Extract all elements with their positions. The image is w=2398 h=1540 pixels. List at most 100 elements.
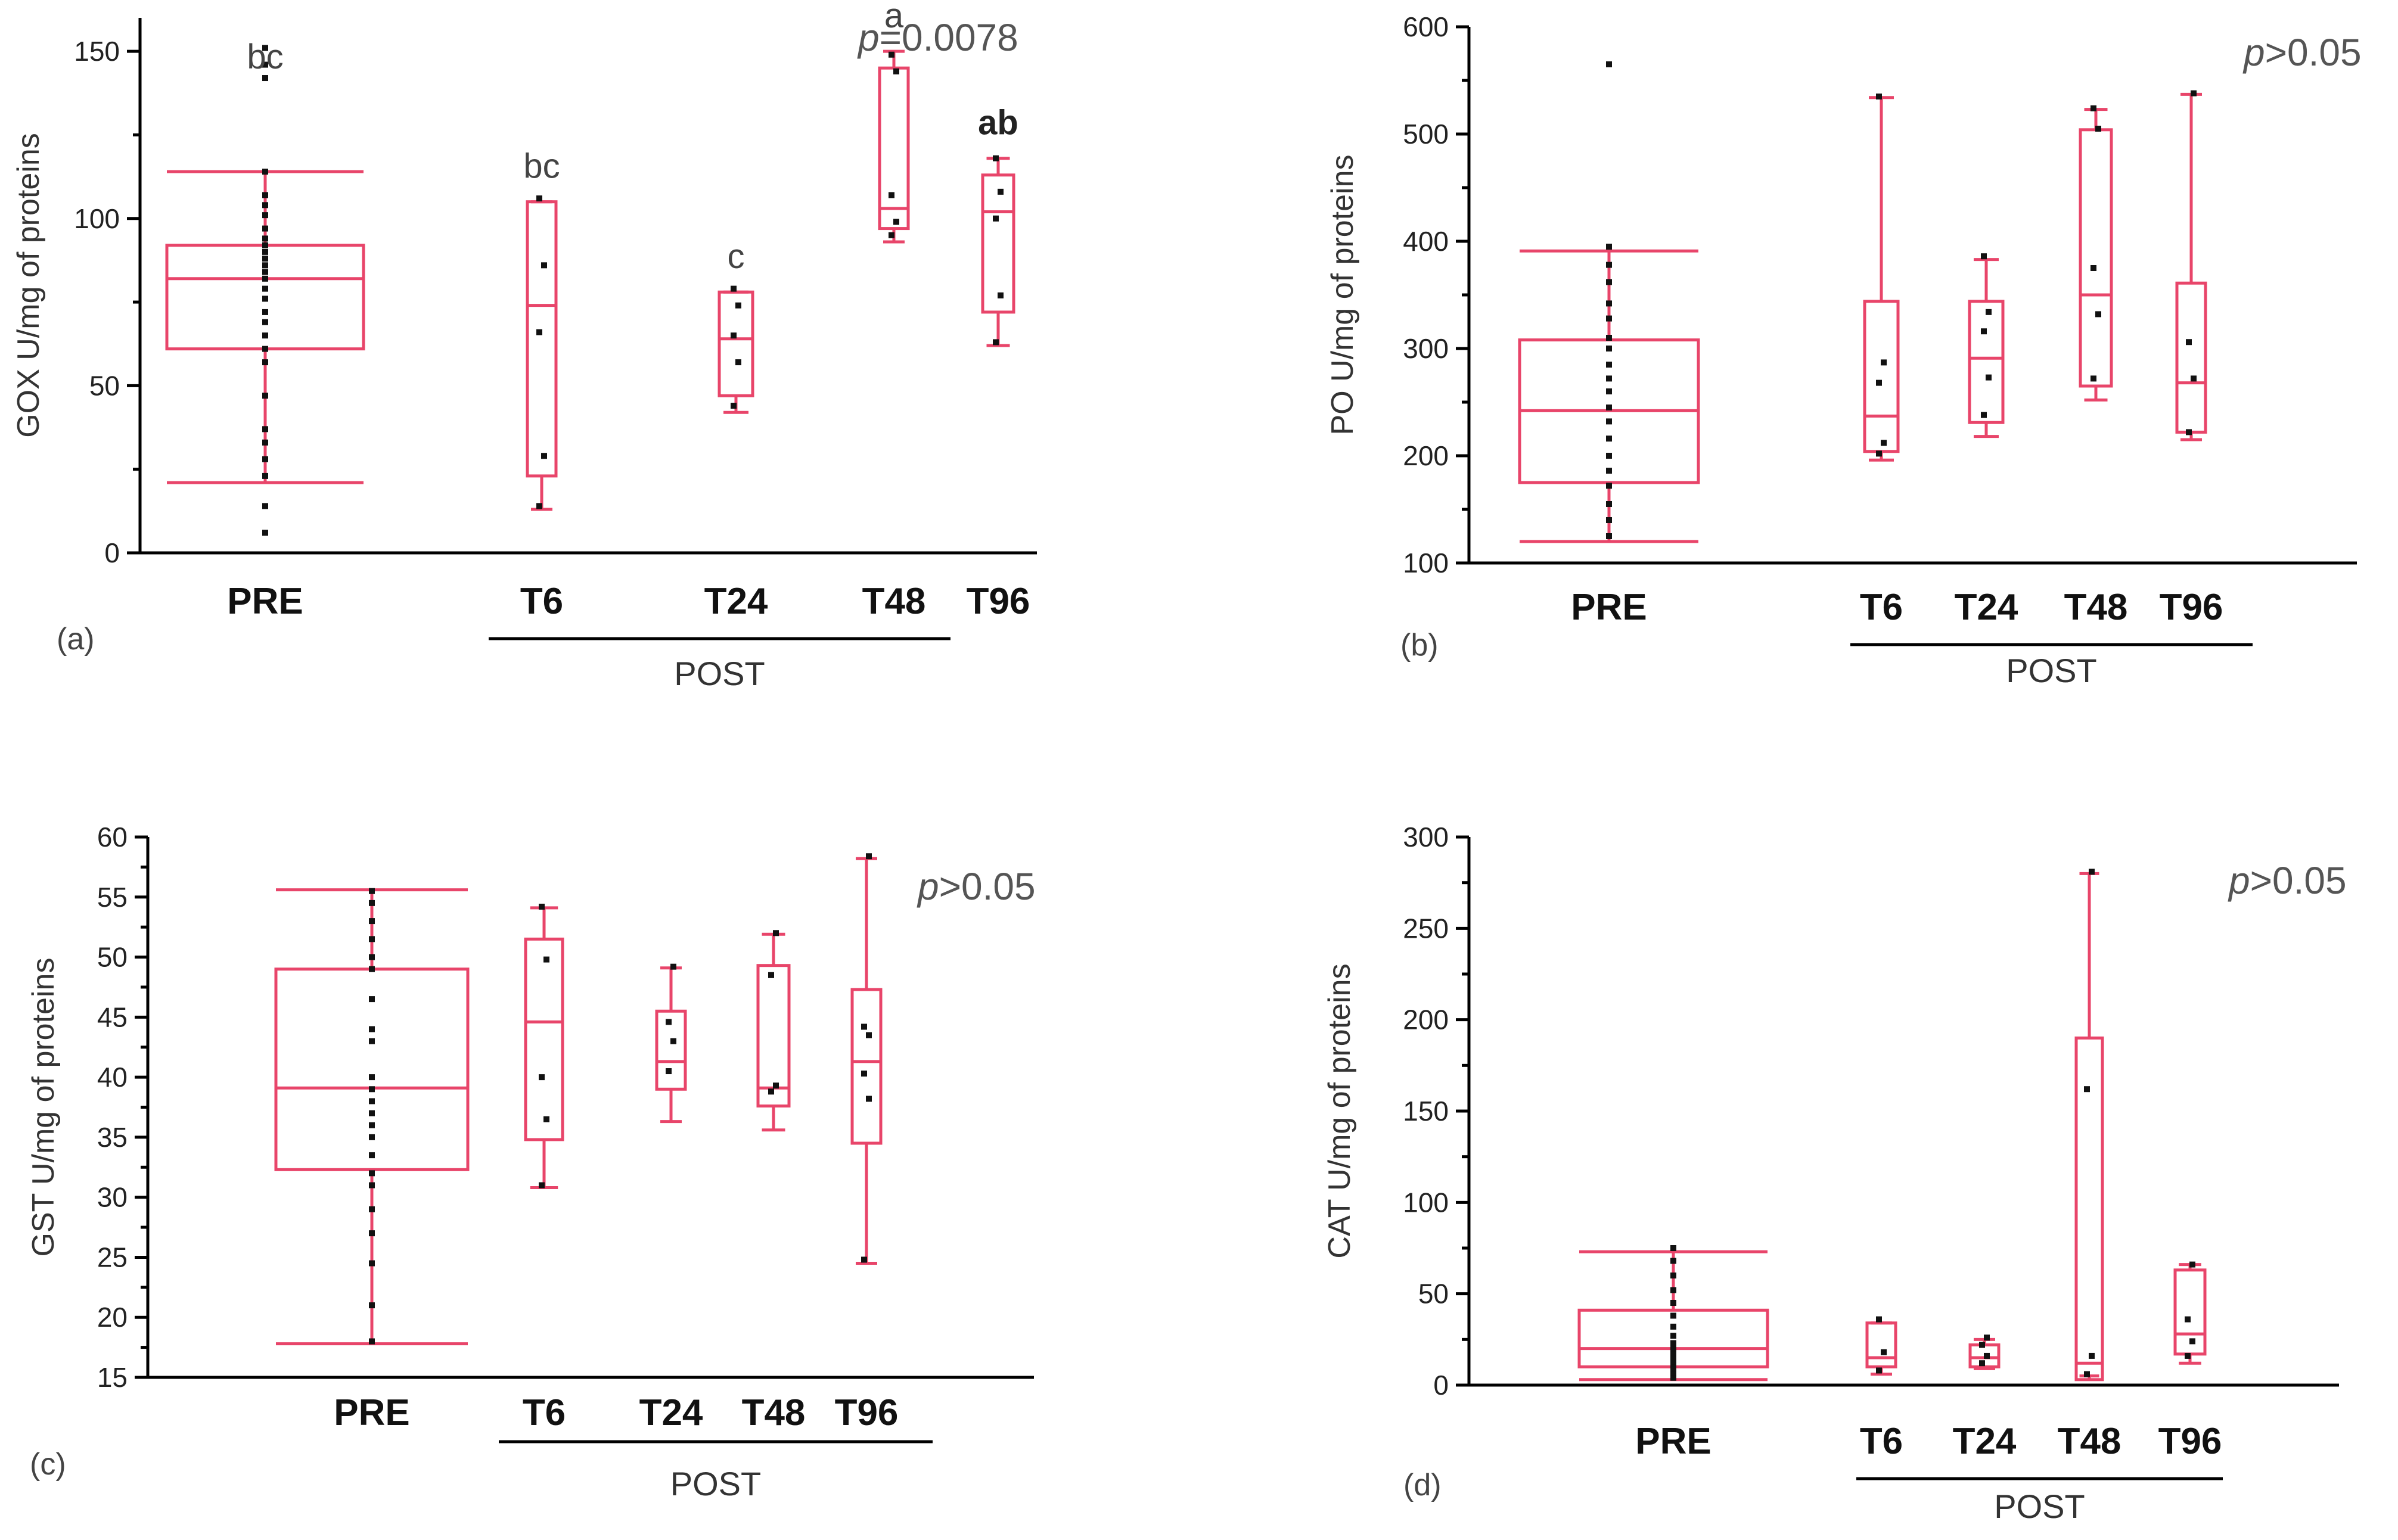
data-point	[666, 1019, 672, 1025]
data-point	[1606, 244, 1612, 250]
data-point	[1876, 450, 1882, 457]
box-pre	[1577, 1245, 1769, 1382]
data-point	[539, 1074, 545, 1081]
category-label: PRE	[227, 581, 303, 622]
data-point	[2191, 90, 2197, 97]
data-point	[1986, 374, 1992, 381]
data-point	[1981, 412, 1987, 418]
data-point	[1606, 300, 1612, 307]
data-point	[262, 319, 268, 325]
data-point	[998, 188, 1004, 195]
category-label: T96	[2160, 587, 2223, 628]
p-value-symbol: p	[857, 16, 880, 59]
p-value-symbol: p	[2228, 859, 2250, 902]
data-point	[1606, 346, 1612, 351]
data-point	[262, 503, 268, 509]
iqr-box	[526, 200, 558, 478]
data-point	[2189, 1338, 2195, 1345]
data-point	[369, 1170, 375, 1177]
data-point	[1670, 1312, 1676, 1319]
data-point	[262, 285, 268, 292]
y-tick-label: 15	[97, 1362, 128, 1393]
box-t6	[1863, 94, 1900, 462]
data-point	[731, 285, 737, 292]
box-t6	[526, 195, 558, 511]
y-tick-label: 60	[97, 822, 128, 853]
data-point	[1670, 1245, 1676, 1251]
data-point	[369, 1260, 375, 1267]
y-tick-label: 200	[1403, 1004, 1449, 1035]
data-point	[1670, 1300, 1676, 1306]
data-point	[262, 439, 268, 446]
significance-letter: a	[884, 0, 904, 35]
data-point	[1606, 533, 1612, 539]
data-point	[1606, 468, 1612, 474]
y-tick-label: 100	[74, 203, 120, 234]
data-point	[1606, 418, 1612, 425]
data-point	[1979, 1342, 1985, 1348]
data-point	[262, 393, 268, 399]
data-point	[735, 302, 741, 309]
data-point	[1606, 315, 1612, 322]
category-label: T48	[862, 581, 926, 622]
data-point	[1984, 1334, 1990, 1341]
data-point	[1876, 94, 1882, 99]
y-tick-label: 25	[97, 1242, 128, 1273]
y-tick-label: 200	[1403, 440, 1449, 471]
category-label: PRE	[1571, 587, 1647, 628]
data-point	[369, 1230, 375, 1237]
data-point	[1670, 1365, 1676, 1372]
data-point	[861, 1256, 867, 1263]
data-point	[1986, 309, 1992, 315]
p-value-text: >0.05	[939, 865, 1036, 908]
data-point	[2095, 126, 2101, 132]
data-point	[2095, 311, 2101, 318]
data-point	[369, 1134, 375, 1140]
data-point	[2186, 339, 2192, 346]
data-point	[369, 1206, 375, 1212]
iqr-box	[1968, 300, 2005, 424]
data-point	[889, 51, 894, 58]
data-point	[993, 215, 999, 222]
category-label: T6	[1860, 587, 1903, 628]
data-point	[670, 963, 676, 970]
data-point	[731, 332, 737, 339]
y-tick-label: 150	[1403, 1096, 1449, 1127]
data-point	[262, 530, 268, 536]
iqr-box	[524, 937, 564, 1141]
data-point	[1606, 388, 1612, 394]
y-axis-label: GOX U/mg of proteins	[11, 133, 46, 438]
significance-letter: c	[728, 237, 745, 276]
data-point	[369, 1098, 375, 1105]
p-value: p>0.05	[917, 865, 1036, 908]
data-point	[262, 169, 268, 175]
significance-letter: ab	[978, 104, 1018, 142]
data-point	[1670, 1273, 1676, 1278]
box-t48	[756, 930, 791, 1132]
data-point	[262, 192, 268, 198]
iqr-box	[756, 964, 791, 1107]
y-tick-label: 500	[1403, 119, 1449, 150]
data-point	[262, 235, 268, 242]
data-point	[1670, 1358, 1676, 1365]
data-point	[1670, 1355, 1676, 1361]
data-point	[369, 900, 375, 906]
data-point	[369, 966, 375, 972]
data-point	[536, 329, 542, 335]
significance-letter: bc	[247, 38, 283, 76]
data-point	[262, 275, 268, 282]
data-point	[369, 1152, 375, 1159]
iqr-box	[717, 290, 754, 397]
iqr-box	[981, 173, 1015, 314]
data-point	[1606, 405, 1612, 410]
p-value: p>0.05	[2242, 31, 2362, 74]
data-point	[731, 403, 737, 409]
data-point	[773, 1082, 779, 1089]
data-point	[262, 212, 268, 219]
data-point	[1606, 279, 1612, 285]
panel-a-gox: 0 50 100 150 GOX U/mg of proteins bc PRE bc T6 c T…	[11, 0, 1037, 692]
y-tick-label: 45	[97, 1001, 128, 1032]
data-point	[666, 1068, 672, 1075]
data-point	[536, 503, 542, 509]
data-point	[262, 225, 268, 232]
